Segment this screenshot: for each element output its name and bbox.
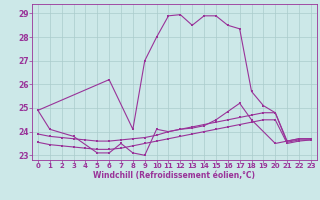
X-axis label: Windchill (Refroidissement éolien,°C): Windchill (Refroidissement éolien,°C) <box>93 171 255 180</box>
